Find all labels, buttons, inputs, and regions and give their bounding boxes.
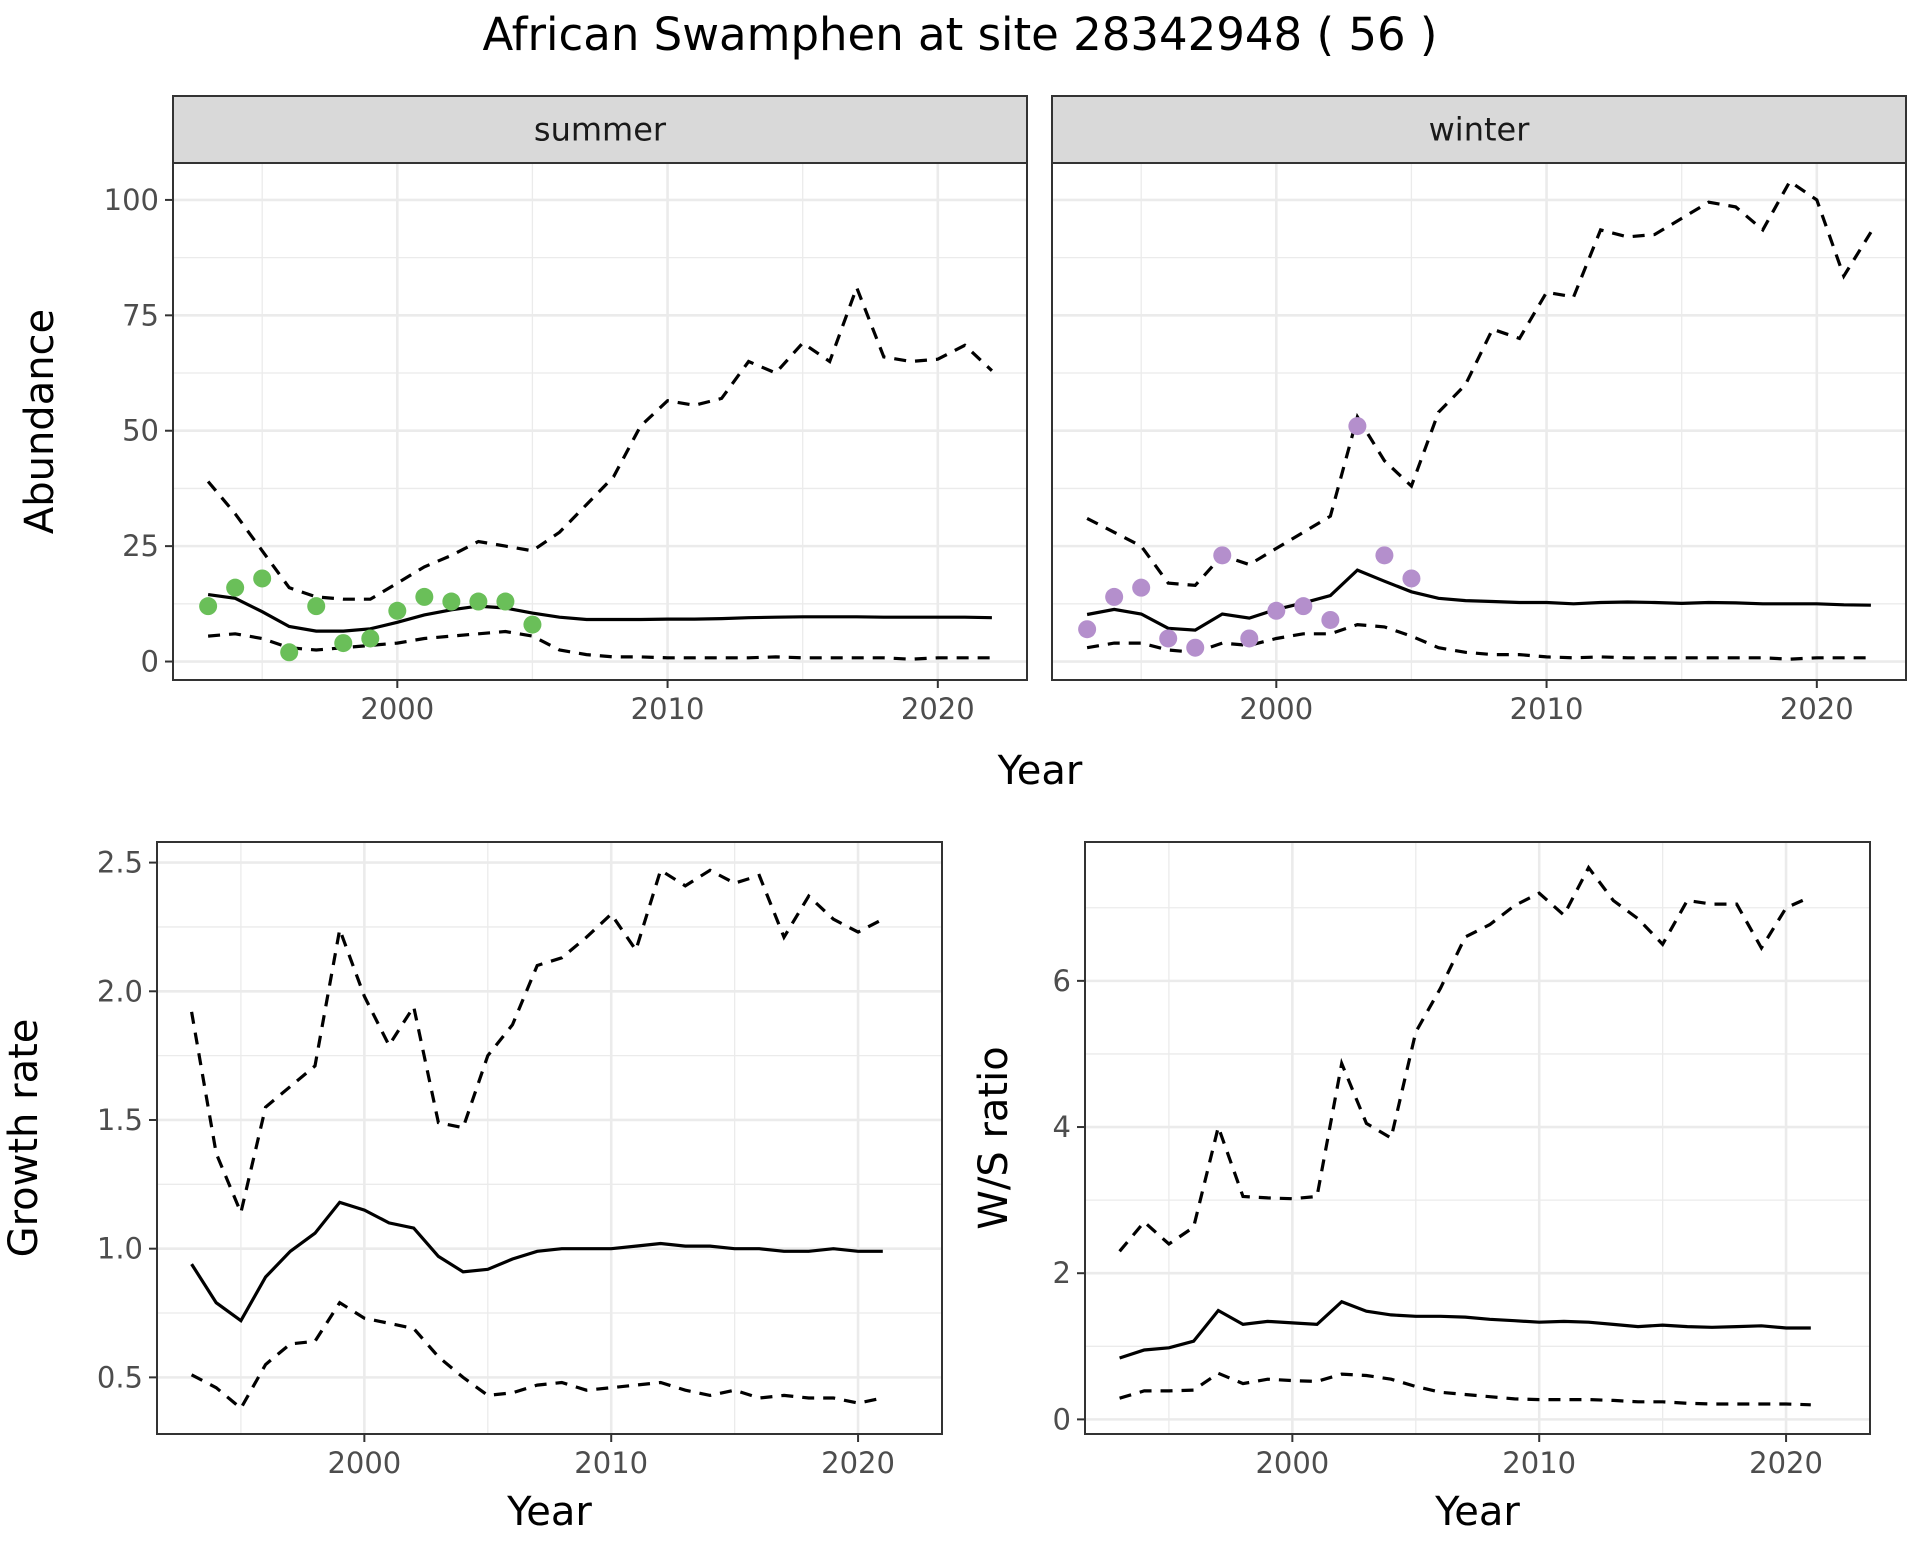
abundance-summer-observation-point	[361, 629, 380, 648]
abundance-summer-x-tick-label: 2020	[901, 692, 975, 726]
abundance-summer-mean-line	[207, 593, 992, 633]
abundance-summer-observation-point	[280, 643, 299, 662]
abundance-summer-panel-border	[172, 162, 1028, 681]
abundance-summer-y-tick-label: 25	[122, 529, 159, 563]
abundance-summer-observation-point	[496, 592, 515, 611]
abundance-winter-observation-point	[1078, 620, 1097, 639]
growth-rate-y-tick-label: 1.0	[97, 1232, 143, 1266]
abundance-summer-observation-point	[253, 569, 272, 588]
ws-ratio-panel: 2000 2010 2020 0 2 4 6 W/S ratio Year	[971, 841, 1871, 1535]
abundance-summer-strip-label: summer	[534, 111, 667, 149]
abundance-summer-x-tick-label: 2010	[631, 692, 705, 726]
abundance-summer-observation-point	[199, 597, 218, 616]
abundance-summer-observation-point	[523, 615, 542, 634]
abundance-winter-lower-line	[1086, 622, 1871, 661]
abundance-winter-x-tick-label: 2000	[1239, 692, 1313, 726]
growth-rate-x-tick-label: 2010	[574, 1446, 648, 1480]
abundance-winter-mean-line	[1086, 568, 1871, 632]
abundance-summer-observation-point	[334, 634, 353, 653]
abundance-winter-observation-point	[1402, 569, 1421, 588]
abundance-winter-observation-point	[1267, 601, 1286, 620]
ws-ratio-grid	[1085, 842, 1870, 1434]
ws-ratio-upper-line	[1118, 864, 1812, 1253]
ws-ratio-x-axis-title: Year	[1434, 1489, 1520, 1535]
abundance-winter-series	[1078, 179, 1873, 661]
abundance-winter-observation-point	[1159, 629, 1178, 648]
ws-ratio-x-tick-label: 2020	[1749, 1446, 1823, 1480]
ws-ratio-y-tick-label: 6	[1053, 964, 1071, 998]
ws-ratio-x-tick-label: 2000	[1255, 1446, 1329, 1480]
abundance-x-axis-title: Year	[997, 748, 1083, 794]
ws-ratio-y-axis-title: W/S ratio	[971, 1046, 1017, 1229]
abundance-summer-y-tick-label: 0	[141, 645, 159, 679]
figure-title: African Swamphen at site 28342948 ( 56 )	[483, 8, 1438, 61]
abundance-summer-strip	[172, 95, 1028, 164]
abundance-winter-strip-label: winter	[1429, 111, 1531, 149]
growth-rate-x-axis-title: Year	[506, 1489, 592, 1535]
abundance-winter-x-tick-label: 2010	[1510, 692, 1584, 726]
abundance-summer-y-tick-label: 75	[122, 298, 159, 332]
abundance-winter-panel: winter 2000 2010 2020	[1051, 95, 1907, 726]
growth-rate-panel-border	[156, 841, 943, 1435]
abundance-winter-observation-point	[1348, 417, 1367, 436]
abundance-summer-y-tick-label: 100	[104, 183, 159, 217]
ws-ratio-y-tick-label: 2	[1053, 1256, 1071, 1290]
growth-rate-y-tick-label: 2.0	[97, 974, 143, 1008]
ws-ratio-panel-border	[1084, 841, 1871, 1435]
growth-rate-grid	[157, 842, 942, 1434]
abundance-summer-series	[199, 283, 993, 662]
abundance-winter-panel-border	[1051, 162, 1907, 681]
abundance-summer-observation-point	[469, 592, 488, 611]
growth-rate-x-tick-label: 2000	[327, 1446, 401, 1480]
abundance-summer-observation-point	[226, 578, 245, 597]
abundance-summer-lower-line	[207, 629, 992, 661]
abundance-summer-observation-point	[388, 601, 407, 620]
abundance-winter-grid	[1052, 163, 1906, 680]
ws-ratio-lower-line	[1119, 1371, 1811, 1407]
ws-ratio-y-tick-label: 4	[1053, 1110, 1071, 1144]
growth-rate-x-tick-label: 2020	[821, 1446, 895, 1480]
ws-ratio-x-tick-label: 2010	[1502, 1446, 1576, 1480]
abundance-winter-observation-point	[1375, 546, 1394, 565]
abundance-winter-observation-point	[1321, 610, 1340, 629]
abundance-summer-observation-point	[307, 597, 326, 616]
abundance-summer-panel: summer 2000 2010 2020 0 25 50 75 100 Abundance	[17, 95, 1028, 726]
growth-rate-lower-line	[190, 1300, 884, 1411]
growth-rate-upper-line	[190, 867, 884, 1218]
abundance-summer-grid	[173, 163, 1027, 680]
abundance-winter-observation-point	[1132, 578, 1151, 597]
abundance-summer-observation-point	[415, 587, 434, 606]
abundance-winter-strip	[1051, 95, 1907, 164]
abundance-winter-observation-point	[1213, 546, 1232, 565]
growth-rate-y-axis-title: Growth rate	[1, 1019, 47, 1258]
abundance-winter-observation-point	[1240, 629, 1259, 648]
ws-ratio-series	[1118, 864, 1812, 1407]
abundance-winter-observation-point	[1105, 587, 1124, 606]
abundance-winter-observation-point	[1186, 638, 1205, 657]
growth-rate-panel: 2000 2010 2020 0.5 1.0 1.5 2.0 2.5 Growth rate Ye…	[1, 841, 943, 1535]
abundance-winter-x-tick-label: 2020	[1780, 692, 1854, 726]
ws-ratio-y-tick-label: 0	[1053, 1402, 1071, 1436]
abundance-summer-x-tick-label: 2000	[360, 692, 434, 726]
abundance-summer-observation-point	[442, 592, 461, 611]
growth-rate-y-tick-label: 2.5	[97, 846, 143, 880]
abundance-winter-observation-point	[1294, 597, 1313, 616]
abundance-summer-y-axis-title: Abundance	[17, 309, 63, 534]
abundance-summer-upper-line	[206, 283, 993, 601]
growth-rate-y-tick-label: 1.5	[97, 1103, 143, 1137]
abundance-summer-y-tick-label: 50	[122, 414, 159, 448]
growth-rate-y-tick-label: 0.5	[97, 1360, 143, 1394]
abundance-winter-upper-line	[1086, 179, 1873, 588]
growth-rate-series	[190, 867, 884, 1411]
growth-rate-mean-line	[190, 1200, 883, 1324]
ws-ratio-mean-line	[1119, 1299, 1811, 1360]
